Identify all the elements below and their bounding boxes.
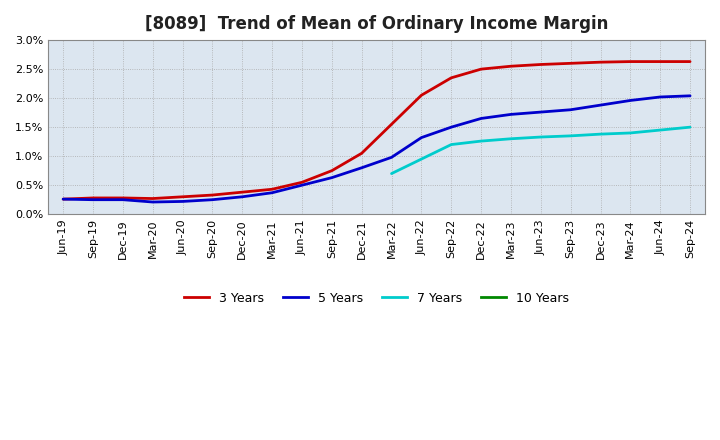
Title: [8089]  Trend of Mean of Ordinary Income Margin: [8089] Trend of Mean of Ordinary Income … bbox=[145, 15, 608, 33]
Legend: 3 Years, 5 Years, 7 Years, 10 Years: 3 Years, 5 Years, 7 Years, 10 Years bbox=[179, 286, 574, 310]
